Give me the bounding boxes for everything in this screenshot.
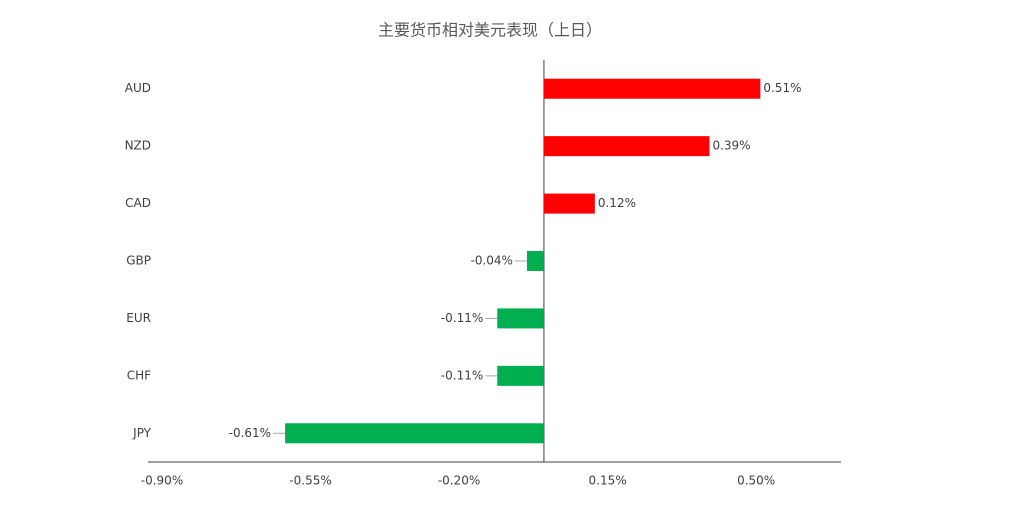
bar xyxy=(526,251,544,271)
x-tick-label: 0.15% xyxy=(589,474,627,488)
value-label: -0.61% xyxy=(229,426,271,440)
y-tick-label: EUR xyxy=(126,311,151,325)
value-label: 0.39% xyxy=(712,139,750,153)
bar xyxy=(285,423,544,444)
value-label: 0.51% xyxy=(763,81,801,95)
y-tick-label: CHF xyxy=(127,368,151,382)
y-tick-label: AUD xyxy=(125,81,151,95)
value-label: -0.11% xyxy=(441,368,483,382)
y-tick-label: JPY xyxy=(132,426,152,440)
bar xyxy=(497,308,544,329)
bar xyxy=(543,78,761,99)
y-tick-label: GBP xyxy=(126,254,151,268)
bar xyxy=(543,193,595,214)
value-label: 0.12% xyxy=(598,196,636,210)
x-tick-label: 0.50% xyxy=(737,474,775,488)
x-tick-label: -0.90% xyxy=(141,474,183,488)
value-label: -0.04% xyxy=(471,254,513,268)
x-tick-label: -0.55% xyxy=(289,474,331,488)
bar xyxy=(497,365,544,386)
x-tick-label: -0.20% xyxy=(438,474,480,488)
chart-title: 主要货币相对美元表现（上日） xyxy=(378,21,602,40)
y-tick-label: NZD xyxy=(125,139,151,153)
value-label: -0.11% xyxy=(441,311,483,325)
y-tick-label: CAD xyxy=(125,196,151,210)
bar xyxy=(543,136,710,157)
